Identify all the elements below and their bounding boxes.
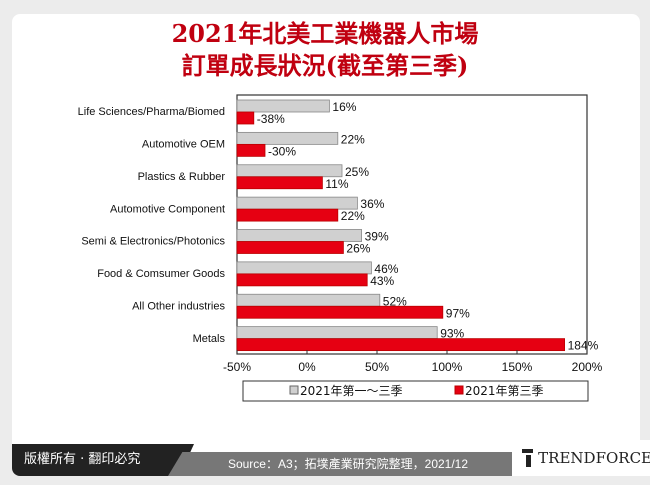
bar-q3	[236, 111, 255, 125]
data-label: 22%	[341, 209, 365, 223]
category-label: Life Sciences/Pharma/Biomed	[78, 106, 225, 118]
bar-q3	[236, 305, 444, 319]
data-label: 184%	[568, 339, 599, 353]
bar-q3	[236, 208, 339, 222]
category-label: Metals	[193, 333, 226, 345]
category-label: Semi & Electronics/Photonics	[81, 236, 225, 248]
bar-q3	[236, 176, 323, 190]
data-label: -30%	[268, 144, 296, 158]
category-label: Food & Comsumer Goods	[97, 268, 225, 280]
bar-q3	[236, 241, 344, 254]
bar-q3	[236, 273, 368, 287]
bar-q1-q3	[236, 293, 381, 307]
copyright-banner: 版權所有 · 翻印必究	[12, 444, 194, 476]
bar-q3	[236, 338, 566, 352]
legend-swatch	[454, 385, 464, 395]
category-label: Automotive Component	[110, 203, 225, 215]
bar-q3	[236, 143, 266, 157]
category-label: All Other industries	[132, 300, 225, 312]
data-label: 22%	[341, 132, 365, 146]
chart-title-line1: 2021年北美工業機器人市場	[171, 19, 479, 48]
bar-q1-q3	[236, 164, 343, 178]
data-label: 36%	[360, 197, 384, 211]
data-label: 93%	[440, 327, 464, 341]
bar-q1-q3	[236, 99, 330, 113]
data-label: -38%	[257, 112, 285, 126]
x-tick-label: 50%	[365, 360, 389, 374]
data-label: 25%	[345, 165, 369, 179]
x-tick-label: 150%	[502, 360, 533, 374]
trendforce-logo: TRENDFORCE	[512, 440, 650, 476]
category-label: Automotive OEM	[142, 139, 225, 151]
bar-q1-q3	[236, 326, 438, 340]
data-label: 97%	[446, 306, 470, 320]
x-tick-label: 0%	[298, 360, 316, 374]
data-label: 16%	[332, 100, 356, 114]
data-label: 39%	[365, 230, 389, 244]
data-label: 11%	[325, 177, 348, 191]
source-note: Source：A3；拓墣產業研究院整理，2021/12	[168, 452, 528, 476]
bar-q1-q3	[236, 131, 339, 145]
data-label: 46%	[374, 262, 398, 276]
bar-q1-q3	[236, 261, 372, 275]
legend-label: 2021年第一～三季	[300, 384, 403, 398]
data-label: 26%	[346, 242, 370, 256]
category-label: Plastics & Rubber	[138, 171, 226, 183]
data-label: 43%	[370, 274, 394, 288]
trendforce-logo-icon	[522, 449, 534, 467]
x-tick-label: 100%	[432, 360, 463, 374]
legend-box	[242, 380, 589, 402]
legend-label: 2021年第三季	[465, 384, 544, 398]
legend-swatch	[289, 385, 299, 395]
plot-area	[236, 94, 588, 355]
brand-name: TRENDFORCE	[538, 449, 650, 467]
bar-q1-q3	[236, 196, 358, 210]
x-tick-label: 200%	[572, 360, 603, 374]
data-label: 52%	[383, 294, 407, 308]
bar-q1-q3	[236, 229, 362, 242]
x-tick-label: -50%	[223, 360, 251, 374]
chart-title-line2: 訂單成長狀況(截至第三季)	[181, 51, 469, 80]
